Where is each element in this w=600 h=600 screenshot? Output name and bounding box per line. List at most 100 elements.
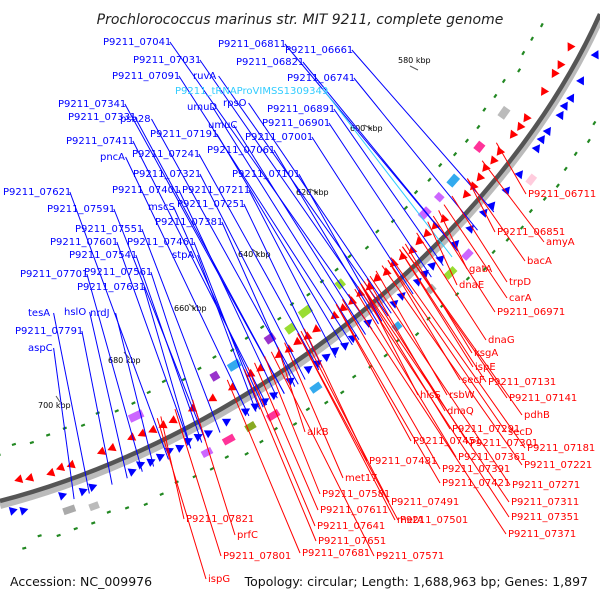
forward-gene-label: P9211_07601 [50, 237, 118, 248]
forward-gene-arrow [127, 468, 137, 477]
gc-mark [45, 433, 51, 437]
leader-line [335, 304, 441, 484]
leader-line [451, 195, 508, 283]
forward-gene-label: P9211_07251 [177, 199, 245, 210]
gc-mark [143, 502, 149, 507]
leader-line [53, 312, 90, 494]
forward-gene-label: P9211_07561 [84, 267, 152, 278]
label-leader-lines [53, 41, 545, 580]
leader-line [173, 206, 264, 408]
forward-gene-label: P9211_07541 [69, 250, 137, 261]
gc-mark [73, 526, 78, 531]
tick-mark [409, 65, 419, 71]
gc-mark [482, 107, 487, 112]
tick-label: 680 kbp [108, 356, 141, 365]
forward-gene-label: P9211_07621 [3, 187, 71, 198]
reverse-gene-arrow [373, 273, 383, 283]
forward-gene-arrow [250, 403, 260, 412]
reverse-gene-label: carA [509, 293, 532, 304]
leader-line [212, 106, 360, 341]
leader-line [135, 254, 203, 443]
leader-line [273, 149, 379, 325]
forward-gene-arrow [536, 135, 545, 145]
feature-block [461, 248, 474, 261]
gc-mark [427, 177, 432, 182]
reverse-gene-label: P9211_07581 [322, 489, 390, 500]
leader-line [216, 133, 347, 351]
reverse-gene-arrow [148, 424, 158, 433]
gc-mark [114, 409, 120, 413]
feature-block [309, 381, 323, 394]
gc-mark [90, 521, 96, 525]
forward-gene-arrow [285, 377, 295, 386]
reverse-gene-label: secD [508, 427, 533, 438]
reverse-gene-arrow [509, 129, 519, 139]
leader-line [375, 270, 448, 396]
reverse-gene-label: dnaQ [447, 406, 474, 417]
tick-label: 620 kbp [296, 188, 329, 197]
forward-gene-label: umuD [187, 102, 217, 113]
leader-line [247, 367, 316, 527]
reverse-gene-label: P9211_07311 [511, 497, 579, 508]
gc-mark [403, 205, 409, 211]
forward-gene-arrow [542, 126, 551, 137]
reverse-gene-arrow [293, 336, 303, 346]
leader-line [178, 75, 353, 346]
reverse-gene-arrow [415, 236, 425, 246]
leader-line [353, 77, 478, 231]
reverse-gene-label: gatA [469, 264, 492, 275]
reverse-gene-label: P9211_07481 [369, 456, 437, 467]
reverse-gene-label: ispE [475, 362, 496, 373]
reverse-gene-arrow [517, 121, 526, 131]
leader-line [169, 41, 373, 330]
leader-line [199, 59, 383, 322]
forward-gene-arrow [175, 444, 185, 453]
forward-gene-arrow [427, 261, 437, 271]
leader-line [402, 246, 523, 416]
gc-mark [146, 390, 152, 395]
map-title: Prochlorococcus marinus str. MIT 9211, c… [97, 12, 504, 28]
forward-gene-arrow [155, 453, 165, 462]
gc-mark [452, 151, 458, 157]
leader-line [221, 221, 296, 387]
leader-line [192, 399, 236, 536]
gc-mark [555, 183, 560, 188]
leader-line [284, 342, 344, 479]
forward-gene-arrow [590, 50, 599, 60]
forward-gene-arrow [58, 492, 68, 501]
forward-gene-label: P9211_07401 [112, 185, 180, 196]
gc-mark [29, 440, 35, 445]
reverse-gene-label: P9211_07571 [376, 551, 444, 562]
reverse-gene-label: secF [462, 375, 485, 386]
forward-gene-label: P9211_tRNAProVIMSS1309349 [175, 86, 328, 97]
forward-gene-label: P9211_07791 [15, 326, 83, 337]
leader-line [335, 304, 412, 442]
gc-mark [339, 390, 345, 395]
gc-mark [586, 138, 591, 144]
reverse-gene-label: P9211_06971 [497, 307, 565, 318]
forward-gene-label: pncA [100, 152, 125, 163]
forward-gene-label: P9211_07461 [127, 237, 195, 248]
reverse-gene-label: prfC [237, 530, 258, 541]
forward-gene-arrow [389, 300, 399, 309]
gc-mark [244, 451, 249, 456]
leader-line [125, 156, 250, 417]
tick-label: 580 kbp [398, 56, 431, 65]
reverse-gene-label: P9211_07421 [442, 478, 510, 489]
reverse-gene-label: dnaE [459, 280, 484, 291]
forward-gene-label: P9211_07211 [182, 185, 250, 196]
forward-gene-label: mscS [148, 202, 175, 213]
forward-gene-label: P9211_06891 [267, 104, 335, 115]
forward-gene-arrow [78, 487, 88, 497]
leader-line [357, 286, 510, 518]
reverse-gene-arrow [490, 155, 499, 165]
tick-mark [123, 351, 130, 359]
gc-mark [438, 162, 443, 168]
forward-gene-arrow [146, 458, 156, 467]
forward-gene-label: P9211_07101 [232, 169, 300, 180]
leader-line [89, 311, 128, 479]
gc-mark [521, 50, 526, 56]
gc-mark [476, 124, 481, 130]
leader-line [333, 108, 444, 266]
reverse-gene-arrow [312, 324, 322, 333]
